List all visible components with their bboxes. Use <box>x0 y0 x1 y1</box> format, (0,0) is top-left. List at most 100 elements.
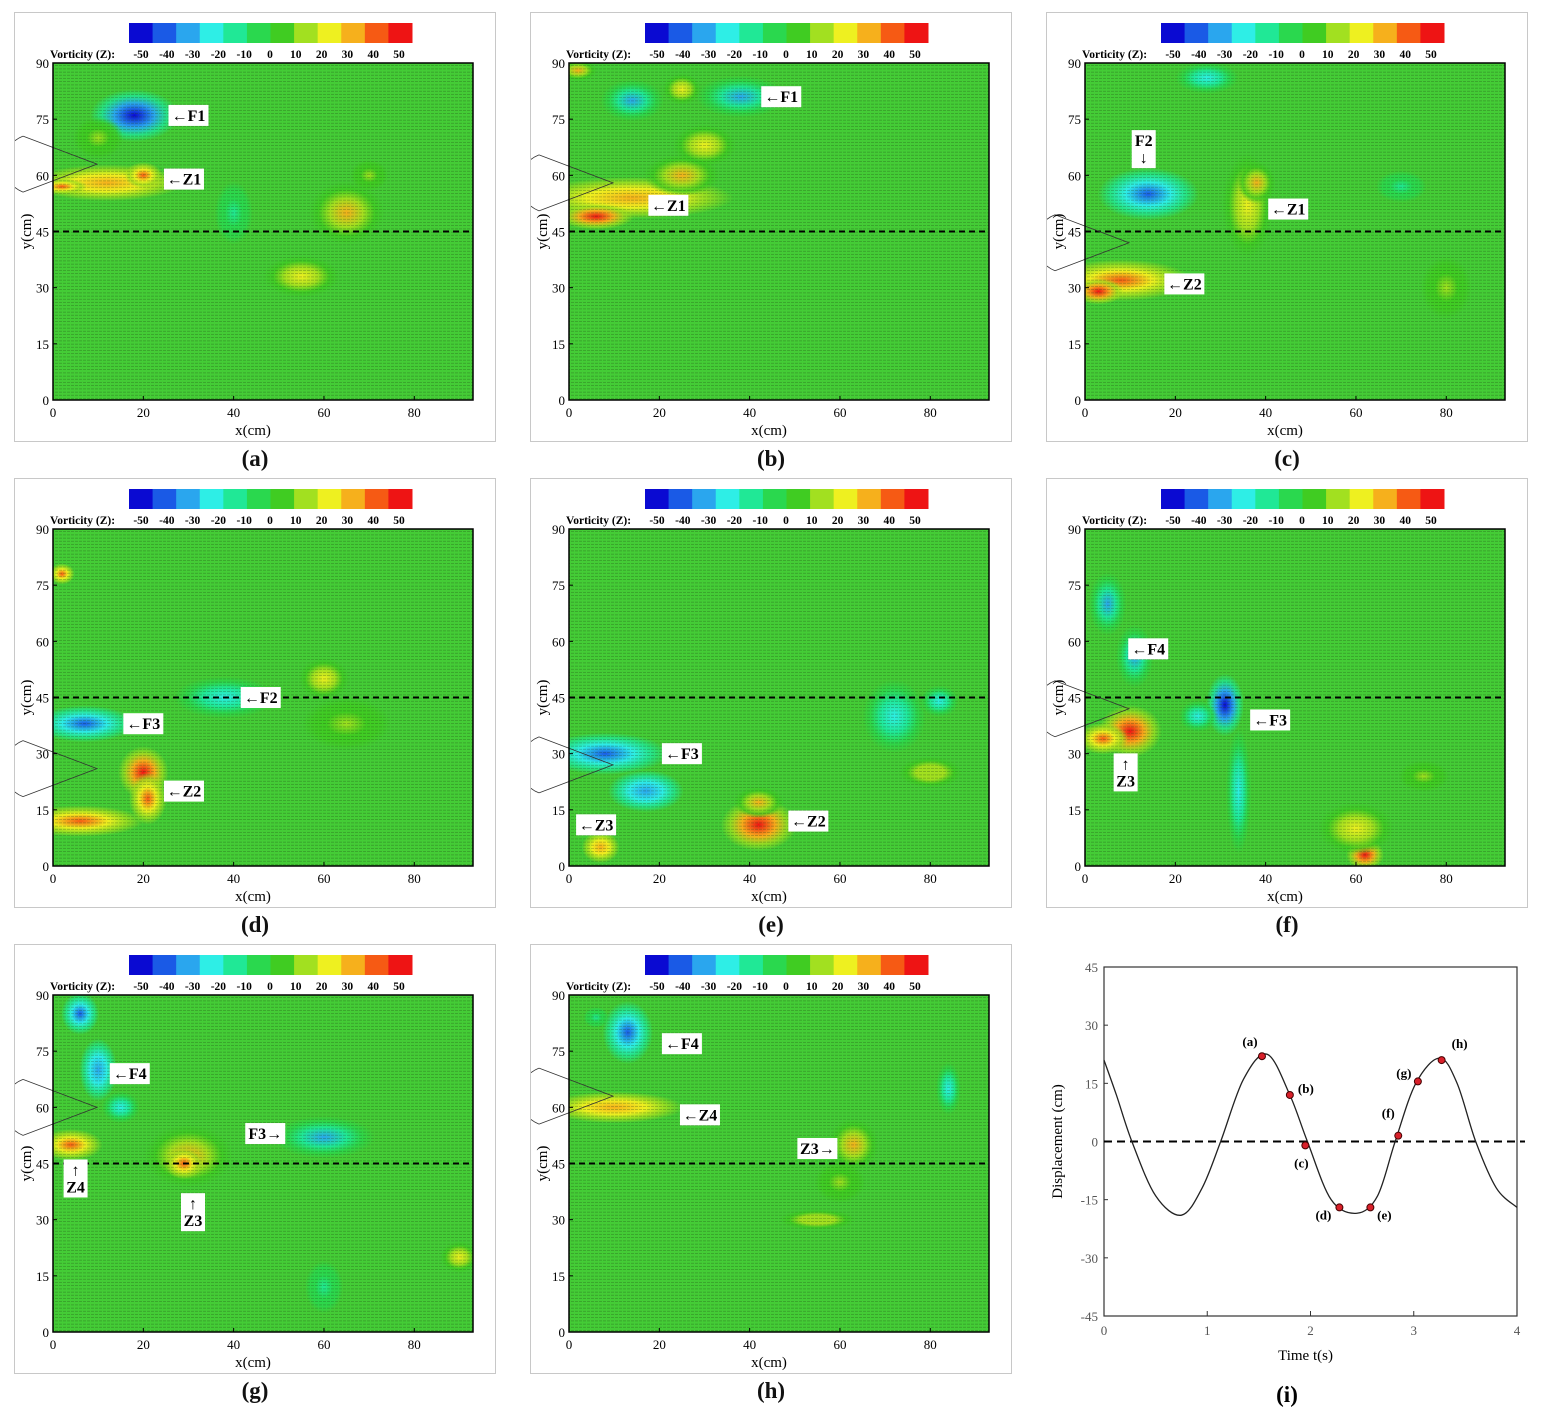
vortex-annotation: ←Z2 <box>163 780 204 802</box>
vortex-label: ↓ <box>1140 150 1148 167</box>
colorbar-cell <box>904 955 929 975</box>
y-tick-label: 90 <box>552 988 565 1003</box>
x-tick-label: 20 <box>137 405 150 420</box>
colorbar-cell <box>129 955 154 975</box>
colorbar-cell <box>762 489 787 509</box>
colorbar-tick-label: 20 <box>316 981 328 993</box>
colorbar-tick-label: -10 <box>237 49 253 61</box>
colorbar-cell <box>223 489 248 509</box>
colorbar-cell <box>739 23 764 43</box>
vortex-label: Z3 <box>1116 773 1135 790</box>
vortex-label: ←F4 <box>1131 641 1165 658</box>
colorbar-cell <box>668 955 693 975</box>
colorbar-cell <box>1255 489 1280 509</box>
colorbar-cell <box>176 489 201 509</box>
colorbar-tick-label: 50 <box>1425 49 1437 61</box>
colorbar-tick-label: 10 <box>806 981 818 993</box>
foil-outline <box>15 135 99 193</box>
colorbar-tick-label: 30 <box>858 49 870 61</box>
colorbar-tick-label: -30 <box>701 515 717 527</box>
colorbar-cell <box>388 955 413 975</box>
y-tick-label: 30 <box>36 747 49 762</box>
colorbar-tick-label: 10 <box>290 515 302 527</box>
colorbar-cell <box>246 23 271 43</box>
colorbar-tick-label: -10 <box>753 515 769 527</box>
vortex-annotation: ←Z1 <box>1268 198 1309 220</box>
y-axis-label: y(cm) <box>1051 680 1067 716</box>
colorbar-title: Vorticity (Z): <box>50 515 115 527</box>
vortex-label: ←F1 <box>172 108 206 125</box>
colorbar-tick-label: 10 <box>806 49 818 61</box>
y-tick-label: 0 <box>43 1325 50 1340</box>
colorbar-cell <box>341 23 366 43</box>
colorbar-tick-label: -10 <box>753 981 769 993</box>
y-tick-label: 45 <box>552 1157 565 1172</box>
x-tick-label: 0 <box>1082 405 1089 420</box>
colorbar-cell <box>692 489 717 509</box>
phase-point <box>1257 1052 1266 1061</box>
colorbar-tick-label: -20 <box>727 981 743 993</box>
x-tick-label: 60 <box>833 1337 846 1352</box>
phase-point <box>1366 1203 1375 1212</box>
colorbar-cell <box>294 955 319 975</box>
x-tick-label: 0 <box>1101 1323 1108 1338</box>
colorbar-tick-label: -30 <box>701 981 717 993</box>
colorbar-title: Vorticity (Z): <box>566 49 631 61</box>
vortex-annotation: ←Z3 <box>576 814 617 836</box>
x-axis-label: x(cm) <box>1267 889 1303 905</box>
x-tick-label: 60 <box>317 405 330 420</box>
vorticity-panel: Vorticity (Z): -50 -40 -30 -20 -10 0 10 20 30 40 50… <box>14 944 496 1374</box>
x-tick-label: 60 <box>1349 405 1362 420</box>
colorbar-tick-label: 50 <box>909 515 921 527</box>
colorbar-cell <box>152 955 177 975</box>
vortex-label: Z4 <box>66 1179 85 1196</box>
colorbar-tick-label: -10 <box>237 515 253 527</box>
x-tick-label: 20 <box>653 1337 666 1352</box>
panel-caption: (f) <box>1275 912 1299 937</box>
colorbar-tick-label: -10 <box>1269 515 1285 527</box>
colorbar-cell <box>223 23 248 43</box>
colorbar-tick-label: 20 <box>1348 49 1360 61</box>
colorbar-tick-label: -40 <box>159 981 175 993</box>
y-tick-label: 15 <box>1085 1076 1098 1091</box>
vortex-annotation: ←F2 <box>240 687 281 708</box>
y-tick-label: -15 <box>1081 1193 1098 1208</box>
panel-caption: (a) <box>241 446 269 471</box>
colorbar-cell <box>1373 489 1398 509</box>
colorbar-tick-label: 40 <box>883 49 895 61</box>
x-tick-label: 0 <box>50 871 57 886</box>
colorbar-cell <box>645 489 670 509</box>
y-axis-label: y(cm) <box>19 680 35 716</box>
vortex-annotation: ←Z4 <box>679 1104 720 1126</box>
y-tick-label: 0 <box>1075 859 1082 874</box>
colorbar-cell <box>317 955 342 975</box>
y-tick-label: 0 <box>43 393 50 408</box>
x-axis-label: x(cm) <box>1267 423 1303 439</box>
x-tick-label: 60 <box>1349 871 1362 886</box>
x-tick-label: 20 <box>137 1337 150 1352</box>
colorbar-cell <box>880 955 905 975</box>
colorbar-cell <box>176 955 201 975</box>
y-tick-label: 30 <box>36 281 49 296</box>
colorbar-cell <box>1231 23 1256 43</box>
colorbar-cell <box>152 23 177 43</box>
x-tick-label: 20 <box>653 871 666 886</box>
colorbar-tick-label: 30 <box>1374 515 1386 527</box>
colorbar-cell <box>1278 489 1303 509</box>
colorbar-tick-label: -20 <box>727 49 743 61</box>
vorticity-panel: Vorticity (Z): -50 -40 -30 -20 -10 0 10 20 30 40 50… <box>14 12 496 442</box>
vortex-annotation: ←Z2 <box>1164 273 1205 295</box>
colorbar-tick-label: 10 <box>806 515 818 527</box>
colorbar-tick-label: 10 <box>290 981 302 993</box>
vortex-label: ←F3 <box>126 716 160 733</box>
x-axis-label: x(cm) <box>751 423 787 439</box>
colorbar-cell <box>294 23 319 43</box>
vortex-label: ←F2 <box>244 690 278 707</box>
colorbar-title: Vorticity (Z): <box>50 981 115 993</box>
phase-point-label: (h) <box>1452 1036 1468 1051</box>
x-tick-label: 4 <box>1514 1323 1521 1338</box>
colorbar-cell <box>786 23 811 43</box>
colorbar-tick-label: 30 <box>342 515 354 527</box>
vortex-label: Z3 <box>184 1213 203 1230</box>
colorbar-cell <box>129 23 154 43</box>
